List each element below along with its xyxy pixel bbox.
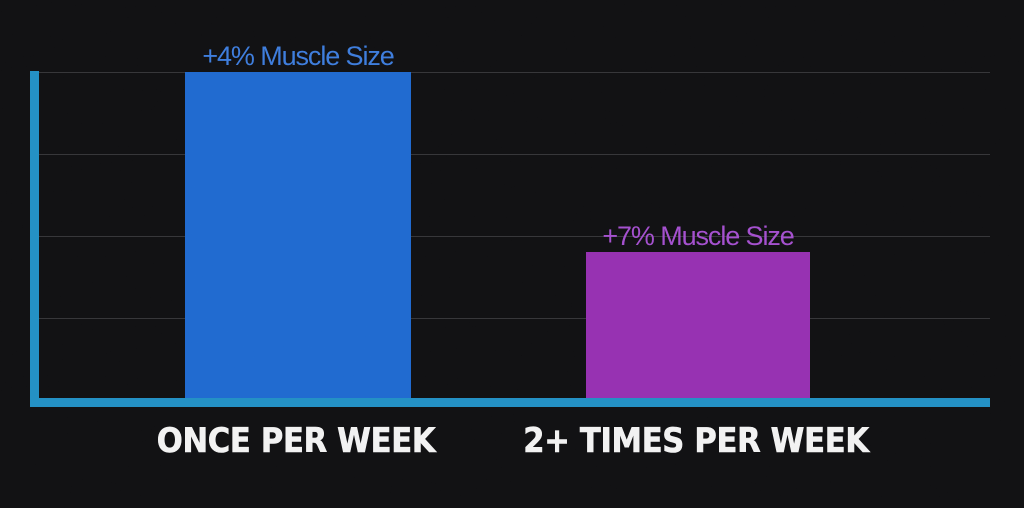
value-label-once-per-week: +4% Muscle Size (202, 41, 394, 71)
gridline (39, 154, 990, 155)
gridline (39, 236, 990, 237)
value-label-2plus-times-per-week: +7% Muscle Size (602, 221, 794, 251)
bar-once-per-week (185, 72, 411, 398)
gridline (39, 72, 990, 73)
bar-2plus-times-per-week (586, 252, 810, 398)
gridline (39, 318, 990, 319)
category-label-once-per-week: ONCE PER WEEK (156, 421, 436, 461)
x-axis-line (30, 398, 990, 407)
category-label-2plus-times-per-week: 2+ TIMES PER WEEK (523, 421, 869, 461)
y-axis-line (30, 71, 39, 407)
